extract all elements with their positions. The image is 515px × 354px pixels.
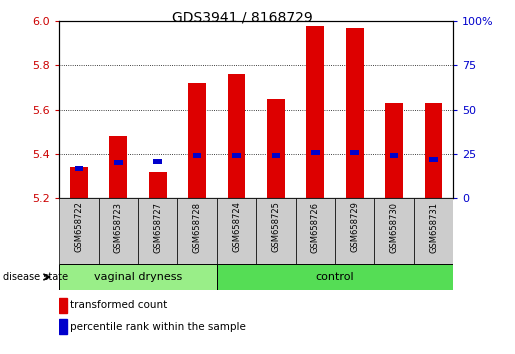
Bar [177,198,217,264]
Bar [429,157,438,162]
Bar [296,198,335,264]
Bar [232,153,241,158]
Bar [267,99,285,198]
Bar [193,153,201,158]
Bar [256,198,296,264]
Bar [70,167,88,198]
Text: control: control [316,272,354,282]
Bar [59,264,217,290]
Bar [149,172,166,198]
Text: GDS3941 / 8168729: GDS3941 / 8168729 [171,11,313,25]
Text: GSM658724: GSM658724 [232,201,241,252]
Text: vaginal dryness: vaginal dryness [94,272,182,282]
Bar [346,28,364,198]
Text: GSM658725: GSM658725 [271,201,280,252]
Text: GSM658722: GSM658722 [75,201,83,252]
Bar [188,83,206,198]
Bar [306,25,324,198]
Bar [335,198,374,264]
Bar [110,136,127,198]
Text: transformed count: transformed count [70,300,167,310]
Text: percentile rank within the sample: percentile rank within the sample [70,321,246,332]
Bar [385,103,403,198]
Bar [114,160,123,165]
Text: GSM658726: GSM658726 [311,201,320,252]
Bar [217,264,453,290]
Bar [217,198,256,264]
Text: GSM658723: GSM658723 [114,201,123,252]
Bar [350,150,359,155]
Text: GSM658731: GSM658731 [429,201,438,252]
Text: GSM658728: GSM658728 [193,201,201,252]
Bar [425,103,442,198]
Bar [59,298,67,313]
Bar [311,150,320,155]
Bar [414,198,453,264]
Text: GSM658730: GSM658730 [390,201,399,252]
Bar [374,198,414,264]
Bar [59,198,99,264]
Bar [138,198,177,264]
Text: GSM658729: GSM658729 [350,201,359,252]
Bar [271,153,280,158]
Bar [59,319,67,334]
Bar [99,198,138,264]
Text: disease state: disease state [3,272,67,282]
Text: GSM658727: GSM658727 [153,201,162,252]
Bar [75,166,83,171]
Bar [153,159,162,164]
Bar [228,74,245,198]
Bar [390,153,399,158]
